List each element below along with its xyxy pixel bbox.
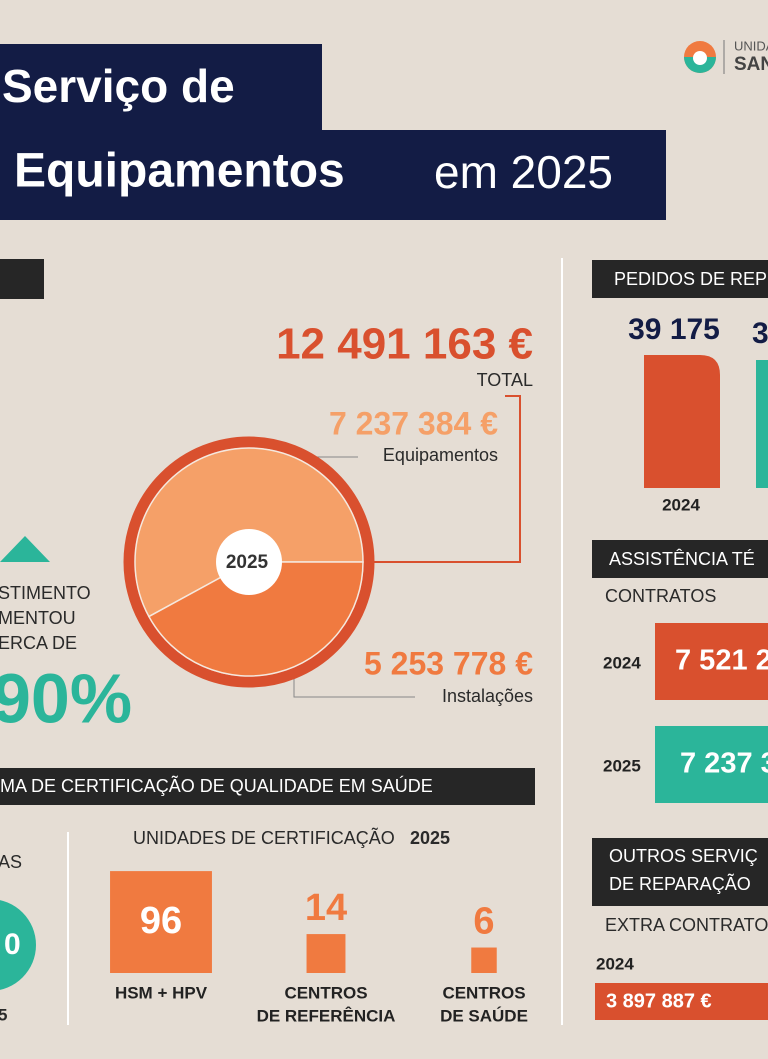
cert-label: CENTROS (442, 983, 525, 1002)
total-value: 12 491 163 € (276, 320, 533, 369)
assistance-value: 7 521 2 (675, 645, 768, 677)
growth-arrow (0, 536, 50, 562)
cert-left-circle-text: 0 (4, 928, 21, 961)
logo-text: SAN (734, 54, 768, 75)
section-header (592, 260, 768, 298)
repairs-value: 39 175 (628, 313, 720, 346)
cert-label: DE SAÚDE (440, 1006, 528, 1025)
cert-square (471, 947, 497, 973)
section-header-text: DE REPARAÇÃO (609, 873, 751, 894)
units-title: UNIDADES DE CERTIFICAÇÃO (133, 827, 395, 848)
pie-label: Instalações (442, 686, 533, 706)
assistance-box (655, 623, 768, 700)
cert-value: 96 (140, 900, 182, 942)
growth-text: MENTOU (0, 608, 76, 628)
cert-square (110, 871, 212, 973)
pie-ring (123, 436, 375, 688)
pie-center-label: 2025 (226, 552, 269, 573)
cert-label: HSM + HPV (115, 983, 208, 1002)
pie-center (216, 529, 282, 595)
assistance-subheader: CONTRATOS (605, 586, 716, 606)
title: Serviço de (2, 60, 235, 112)
section-header-text: MA DE CERTIFICAÇÃO DE QUALIDADE EM SAÚDE (0, 775, 433, 796)
assistance-box (655, 726, 768, 803)
section-header (0, 768, 535, 805)
section-header (592, 838, 768, 906)
title: Equipamentos (14, 145, 345, 198)
cert-left-label: AS (0, 852, 22, 872)
pie-slice (147, 561, 364, 677)
section-header (592, 540, 768, 578)
cert-label: CENTROS (284, 983, 367, 1002)
cert-left-circle (0, 900, 36, 990)
other-value: 3 897 887 € (606, 990, 712, 1012)
cert-value: 14 (305, 887, 347, 929)
title: em 2025 (434, 146, 613, 198)
growth-value: 90% (0, 659, 132, 737)
assistance-year: 2025 (603, 756, 641, 775)
pie-label: Equipamentos (383, 445, 498, 465)
other-box (595, 983, 768, 1020)
cert-square (306, 934, 346, 973)
pie-value-label: 7 237 384 € (329, 405, 498, 441)
growth-text: ERCA DE (0, 633, 77, 653)
assistance-year: 2024 (603, 653, 641, 672)
other-year: 2024 (596, 954, 634, 973)
cert-left-year: 5 (0, 1005, 7, 1024)
connector (365, 395, 521, 563)
pie-value-label: 5 253 778 € (364, 645, 533, 681)
repairs-value: 3 (752, 317, 768, 350)
cert-units: 96 HSM + HPV 14 CENTROS DE REFERÊNCIA 6 CENTRO… (110, 871, 528, 1025)
cert-value: 6 (473, 901, 494, 943)
other-subheader: EXTRA CONTRATO (605, 915, 768, 935)
repairs-bar (756, 360, 768, 488)
cert-label: DE REFERÊNCIA (257, 1006, 396, 1025)
section-header (0, 259, 44, 299)
title-box (0, 44, 322, 132)
section-header-text: OUTROS SERVIÇ (609, 846, 758, 866)
repairs-year: 2024 (662, 495, 700, 514)
growth-text: STIMENTO (0, 583, 91, 603)
title-box (0, 130, 666, 220)
logo-icon (693, 51, 707, 65)
assistance-value: 7 237 3 (680, 748, 768, 780)
section-header-text: PEDIDOS DE REP (614, 269, 767, 289)
units-year: 2025 (410, 828, 450, 848)
section-header-text: ASSISTÊNCIA TÉ (609, 549, 755, 569)
total-label: TOTAL (477, 370, 533, 390)
repairs-bar (644, 355, 720, 488)
logo-text: UNIDA (734, 38, 768, 53)
